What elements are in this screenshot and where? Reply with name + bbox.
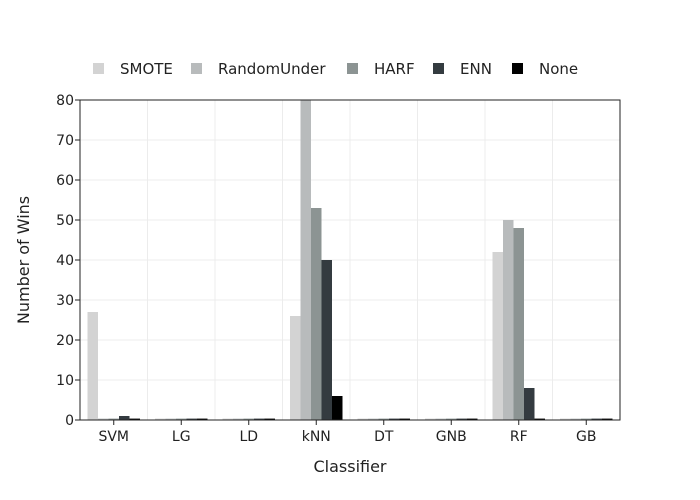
bar-svm-harf: [108, 418, 119, 420]
legend-label: ENN: [460, 60, 492, 78]
bar-lg-harf: [176, 418, 187, 420]
bar-ld-none: [264, 418, 275, 420]
bar-knn-none: [332, 396, 343, 420]
bar-svm-enn: [119, 416, 130, 420]
legend-item-none[interactable]: None: [512, 60, 578, 78]
bar-rf-smote: [492, 252, 503, 420]
bar-gnb-harf: [446, 418, 457, 420]
bar-gb-enn: [591, 418, 602, 420]
bar-svm-randomunder: [98, 418, 109, 420]
legend-item-enn[interactable]: ENN: [433, 60, 492, 78]
x-tick-label: GNB: [436, 429, 467, 445]
bar-knn-randomunder: [300, 100, 311, 420]
bar-dt-smote: [357, 418, 368, 420]
bar-knn-enn: [321, 260, 332, 420]
y-tick-label: 70: [56, 133, 74, 149]
x-tick-label: SVM: [98, 429, 129, 445]
bar-ld-enn: [254, 418, 265, 420]
bar-rf-harf: [513, 228, 524, 420]
bar-lg-none: [197, 418, 208, 420]
bar-svm-smote: [87, 312, 98, 420]
bar-gb-randomunder: [570, 418, 581, 420]
bar-svm-none: [129, 418, 140, 420]
x-tick-label: LG: [172, 429, 191, 445]
bar-gnb-none: [467, 418, 478, 420]
bar-ld-smote: [222, 418, 233, 420]
legend-label: SMOTE: [120, 60, 173, 78]
legend-item-randomunder[interactable]: RandomUnder: [191, 60, 326, 78]
bar-gb-harf: [581, 418, 592, 420]
bar-gb-smote: [560, 418, 571, 420]
bar-dt-enn: [389, 418, 400, 420]
bar-knn-harf: [311, 208, 322, 420]
legend-label: None: [539, 60, 578, 78]
x-tick-label: kNN: [302, 429, 331, 445]
y-tick-label: 20: [56, 333, 74, 349]
bar-dt-harf: [378, 418, 389, 420]
bar-gnb-smote: [425, 418, 436, 420]
legend-swatch: [93, 63, 104, 74]
legend-item-smote[interactable]: SMOTE: [93, 60, 173, 78]
legend[interactable]: SMOTE RandomUnder HARF ENN None: [93, 60, 578, 78]
bar-lg-smote: [155, 418, 166, 420]
y-tick-label: 60: [56, 173, 74, 189]
bar-gb-none: [602, 418, 613, 420]
x-tick-label: RF: [510, 429, 528, 445]
bars: [87, 100, 613, 420]
bar-dt-randomunder: [368, 418, 379, 420]
legend-item-harf[interactable]: HARF: [347, 60, 415, 78]
bar-rf-randomunder: [503, 220, 514, 420]
bar-rf-none: [534, 418, 545, 420]
y-tick-label: 80: [56, 93, 74, 109]
bar-dt-none: [399, 418, 410, 420]
legend-swatch: [347, 63, 358, 74]
bar-ld-randomunder: [233, 418, 244, 420]
x-tick-label: DT: [374, 429, 394, 445]
y-tick-label: 40: [56, 253, 74, 269]
x-axis-title: Classifier: [313, 457, 386, 476]
y-axis-title: Number of Wins: [14, 196, 33, 324]
legend-swatch: [433, 63, 444, 74]
bar-gnb-enn: [456, 418, 467, 420]
y-tick-label: 50: [56, 213, 74, 229]
legend-swatch: [512, 63, 523, 74]
y-tick-label: 30: [56, 293, 74, 309]
legend-label: HARF: [374, 60, 415, 78]
bar-lg-randomunder: [165, 418, 176, 420]
bar-knn-smote: [290, 316, 301, 420]
bar-rf-enn: [524, 388, 535, 420]
legend-label: RandomUnder: [218, 60, 326, 78]
y-tick-label: 0: [65, 413, 74, 429]
y-axis-ticks: 0 10 20 30 40 50 60 70 80: [56, 93, 80, 429]
bar-ld-harf: [243, 418, 254, 420]
legend-swatch: [191, 63, 202, 74]
bar-gnb-randomunder: [435, 418, 446, 420]
x-axis-ticks: SVM LG LD kNN DT GNB RF GB: [98, 420, 596, 445]
bar-lg-enn: [186, 418, 197, 420]
x-tick-label: LD: [239, 429, 258, 445]
y-tick-label: 10: [56, 373, 74, 389]
x-tick-label: GB: [576, 429, 596, 445]
grid-lines: [80, 99, 620, 421]
